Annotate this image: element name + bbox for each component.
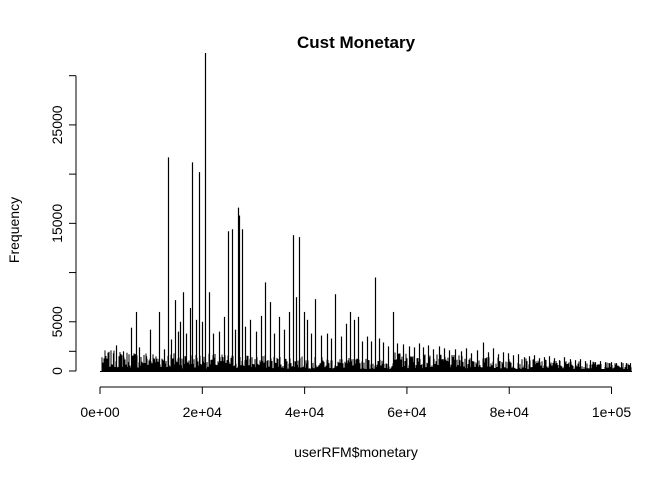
x-axis: 0e+00 2e+04 4e+04 6e+04 8e+04 1e+05	[80, 386, 632, 420]
x-tick-label: 1e+05	[592, 404, 632, 420]
plot-area	[100, 53, 632, 372]
y-axis-label: Frequency	[6, 197, 22, 263]
x-tick-label: 6e+04	[387, 404, 427, 420]
y-tick-label: 5000	[49, 306, 65, 337]
x-tick-label: 8e+04	[490, 404, 530, 420]
x-tick-label: 0e+00	[80, 404, 120, 420]
y-axis: 0 5000 15000 25000	[49, 75, 77, 375]
y-tick-label: 15000	[49, 204, 65, 243]
y-tick-label: 25000	[49, 105, 65, 144]
x-tick-label: 4e+04	[285, 404, 325, 420]
x-axis-label: userRFM$monetary	[294, 444, 418, 460]
x-tick-label: 2e+04	[183, 404, 223, 420]
chart-title: Cust Monetary	[297, 33, 416, 52]
y-tick-label: 0	[49, 367, 65, 375]
